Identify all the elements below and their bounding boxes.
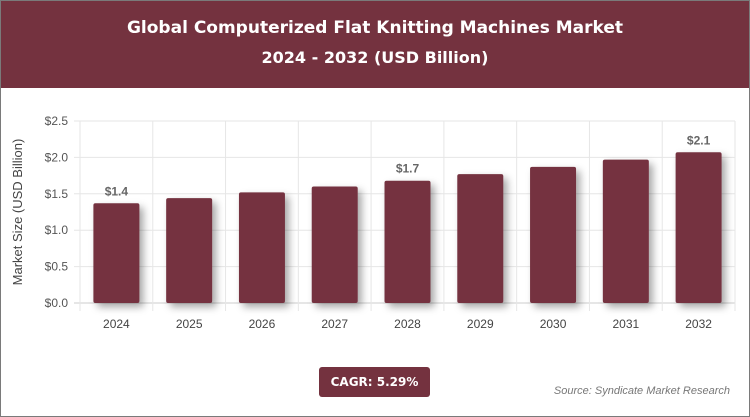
cagr-badge: CAGR: 5.29% <box>319 367 430 397</box>
x-tick-label: 2027 <box>321 317 348 331</box>
data-label-2032: $2.1 <box>687 133 711 147</box>
bar-2032 <box>675 152 722 303</box>
y-tick-label: $0.5 <box>45 260 69 274</box>
x-tick-label: 2024 <box>103 317 130 331</box>
bar-2027 <box>311 186 358 303</box>
x-tick-label: 2030 <box>540 317 567 331</box>
chart-header: Global Computerized Flat Knitting Machin… <box>1 1 749 88</box>
data-label-2024: $1.4 <box>105 184 129 198</box>
bar-2028 <box>384 180 431 303</box>
chart-title: Global Computerized Flat Knitting Machin… <box>126 18 624 38</box>
bar-2031 <box>602 159 649 303</box>
y-axis-label: Market Size (USD Billion) <box>10 139 25 286</box>
x-tick-label: 2028 <box>394 317 421 331</box>
bar-2026 <box>238 192 285 303</box>
x-tick-label: 2029 <box>467 317 494 331</box>
y-tick-label: $0.0 <box>45 296 69 310</box>
x-tick-label: 2026 <box>249 317 276 331</box>
data-label-2028: $1.7 <box>396 162 420 176</box>
bar-2024 <box>93 203 140 303</box>
x-tick-label: 2031 <box>612 317 639 331</box>
y-tick-label: $1.0 <box>45 223 69 237</box>
y-tick-label: $2.0 <box>45 150 69 164</box>
x-tick-label: 2025 <box>176 317 203 331</box>
bar-2029 <box>457 174 504 303</box>
x-tick-label: 2032 <box>685 317 712 331</box>
bar-2030 <box>530 166 577 303</box>
y-tick-label: $2.5 <box>45 114 69 128</box>
bar-2025 <box>166 198 213 303</box>
y-tick-label: $1.5 <box>45 187 69 201</box>
chart-subtitle: 2024 - 2032 (USD Billion) <box>261 48 489 67</box>
source-note: Source: Syndicate Market Research <box>553 385 730 397</box>
